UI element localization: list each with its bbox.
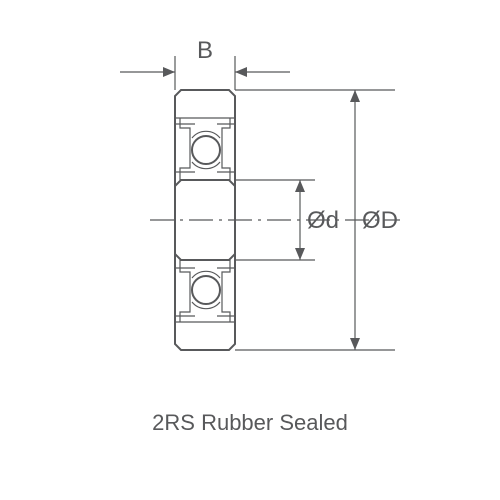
diagram-stage: B Ød ØD 2RS Rubber Sealed <box>0 0 500 500</box>
label-d: Ød <box>307 207 339 234</box>
caption: 2RS Rubber Sealed <box>0 410 500 436</box>
label-D: ØD <box>362 207 398 234</box>
label-B: B <box>197 37 213 64</box>
ball-top <box>192 136 220 164</box>
ball-bottom <box>192 276 220 304</box>
